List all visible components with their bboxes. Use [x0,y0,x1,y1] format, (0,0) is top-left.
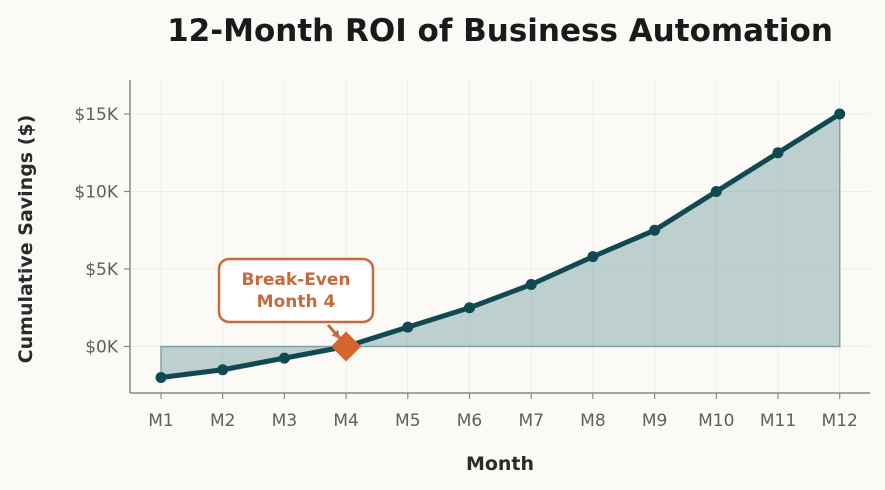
x-tick-label: M6 [457,411,482,431]
data-point [217,364,229,376]
data-point [649,224,661,236]
x-tick-label: M7 [518,411,543,431]
x-axis-label: Month [466,453,534,475]
y-axis-label: Cumulative Savings ($) [15,115,37,364]
line-layer [155,108,846,383]
x-tick-label: M1 [148,411,173,431]
data-point [278,352,290,364]
axes [129,80,870,394]
data-point [710,186,722,197]
annotation-text: Break-Even [241,270,350,290]
x-tick-label: M11 [760,411,796,431]
chart-title: 12-Month ROI of Business Automation [167,13,833,49]
x-tick-label: M4 [333,411,358,431]
x-tick-label: M5 [395,411,420,431]
annotation-box [217,257,375,324]
data-point [587,251,599,263]
y-tick-label: $0K [85,338,119,358]
data-point [525,279,537,290]
y-tick-label: $15K [74,105,118,125]
x-tick-label: M12 [822,411,858,431]
data-point [772,147,784,159]
annotation-arrowhead [331,329,341,339]
annotation-text: Month 4 [257,292,336,312]
x-tick-label: M8 [580,411,605,431]
x-tick-label: M9 [642,411,667,431]
y-tick-label: $5K [85,260,119,280]
x-tick-label: M3 [272,411,297,431]
x-tick-label: M10 [698,411,734,431]
ticks: M1 M2 M3 M4 M5 M6 M7 M8 M9 M10 M11 M12 $0K $5K $10K $15… [74,105,857,431]
data-point [402,321,414,333]
y-tick-label: $10K [74,183,118,203]
savings-line [158,111,843,380]
data-point [155,372,167,383]
savings-area [160,112,841,379]
area-layer [160,112,841,379]
data-point [464,302,475,314]
x-tick-label: M2 [210,411,235,431]
data-point [834,108,846,120]
